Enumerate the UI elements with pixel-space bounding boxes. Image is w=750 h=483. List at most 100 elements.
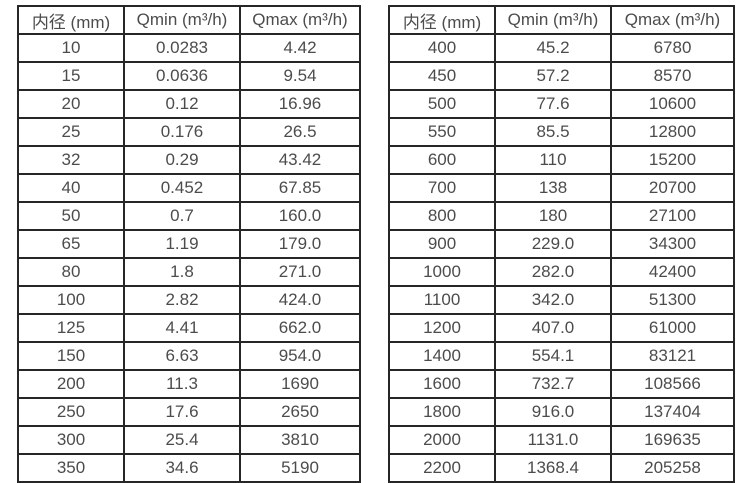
table-cell: 40: [17, 173, 125, 203]
table-cell: 732.7: [494, 369, 612, 399]
table-cell: 4.42: [239, 33, 361, 63]
table-cell: 150: [17, 341, 125, 371]
table-row: 10 0.0283 4.42: [17, 33, 361, 63]
table-cell: 662.0: [239, 313, 361, 343]
table-cell: 916.0: [494, 397, 612, 427]
header-row: 内径 (mm) Qmin (m³/h) Qmax (m³/h): [17, 5, 361, 35]
table-row: 600 110 15200: [388, 145, 735, 175]
table-cell: 0.7: [123, 201, 241, 231]
table-cell: 0.0283: [123, 33, 241, 63]
table-cell: 250: [17, 397, 125, 427]
table-cell: 27100: [610, 201, 735, 231]
table-cell: 20: [17, 89, 125, 119]
table-cell: 50: [17, 201, 125, 231]
table-row: 150 6.63 954.0: [17, 341, 361, 371]
table-cell: 11.3: [123, 369, 241, 399]
table-cell: 1400: [388, 341, 496, 371]
table-cell: 77.6: [494, 89, 612, 119]
table-cell: 205258: [610, 453, 735, 483]
table-cell: 1131.0: [494, 425, 612, 455]
table-cell: 300: [17, 425, 125, 455]
table-cell: 67.85: [239, 173, 361, 203]
table-cell: 179.0: [239, 229, 361, 259]
table-row: 200 11.3 1690: [17, 369, 361, 399]
table-cell: 0.0636: [123, 61, 241, 91]
table-cell: 10: [17, 33, 125, 63]
table-cell: 1100: [388, 285, 496, 315]
table-row: 1400 554.1 83121: [388, 341, 735, 371]
table-cell: 0.452: [123, 173, 241, 203]
table-row: 1200 407.0 61000: [388, 313, 735, 343]
table-cell: 15: [17, 61, 125, 91]
table-cell: 900: [388, 229, 496, 259]
table-cell: 407.0: [494, 313, 612, 343]
table-cell: 32: [17, 145, 125, 175]
table-cell: 138: [494, 173, 612, 203]
table-cell: 51300: [610, 285, 735, 315]
table-cell: 350: [17, 453, 125, 483]
table-cell: 17.6: [123, 397, 241, 427]
table-cell: 16.96: [239, 89, 361, 119]
table-cell: 0.29: [123, 145, 241, 175]
table-cell: 61000: [610, 313, 735, 343]
table-cell: 1000: [388, 257, 496, 287]
column-header: Qmin (m³/h): [123, 5, 241, 35]
table-cell: 65: [17, 229, 125, 259]
table-cell: 57.2: [494, 61, 612, 91]
table-cell: 9.54: [239, 61, 361, 91]
table-cell: 0.12: [123, 89, 241, 119]
table-cell: 4.41: [123, 313, 241, 343]
table-cell: 342.0: [494, 285, 612, 315]
table-cell: 110: [494, 145, 612, 175]
flow-spec-table-small-diameters: 内径 (mm) Qmin (m³/h) Qmax (m³/h) 10 0.0283 4.4…: [17, 5, 361, 483]
table-cell: 450: [388, 61, 496, 91]
table-row: 550 85.5 12800: [388, 117, 735, 147]
table-cell: 2000: [388, 425, 496, 455]
table-cell: 2650: [239, 397, 361, 427]
table-cell: 169635: [610, 425, 735, 455]
table-cell: 1.8: [123, 257, 241, 287]
table-cell: 137404: [610, 397, 735, 427]
table-cell: 600: [388, 145, 496, 175]
table-cell: 180: [494, 201, 612, 231]
table-row: 25 0.176 26.5: [17, 117, 361, 147]
table-cell: 125: [17, 313, 125, 343]
table-row: 50 0.7 160.0: [17, 201, 361, 231]
table-cell: 1200: [388, 313, 496, 343]
table-cell: 282.0: [494, 257, 612, 287]
table-cell: 160.0: [239, 201, 361, 231]
column-header: Qmax (m³/h): [239, 5, 361, 35]
table-cell: 34.6: [123, 453, 241, 483]
table-cell: 43.42: [239, 145, 361, 175]
column-header: Qmin (m³/h): [494, 5, 612, 35]
table-row: 1800 916.0 137404: [388, 397, 735, 427]
table-cell: 8570: [610, 61, 735, 91]
table-row: 2000 1131.0 169635: [388, 425, 735, 455]
table-cell: 85.5: [494, 117, 612, 147]
table-row: 1100 342.0 51300: [388, 285, 735, 315]
table-cell: 424.0: [239, 285, 361, 315]
table-cell: 550: [388, 117, 496, 147]
table-cell: 2200: [388, 453, 496, 483]
table-cell: 5190: [239, 453, 361, 483]
table-row: 700 138 20700: [388, 173, 735, 203]
table-row: 40 0.452 67.85: [17, 173, 361, 203]
table-cell: 1600: [388, 369, 496, 399]
table-row: 350 34.6 5190: [17, 453, 361, 483]
table-row: 800 180 27100: [388, 201, 735, 231]
table-cell: 2.82: [123, 285, 241, 315]
table-row: 1600 732.7 108566: [388, 369, 735, 399]
table-row: 65 1.19 179.0: [17, 229, 361, 259]
table-row: 20 0.12 16.96: [17, 89, 361, 119]
header-row: 内径 (mm) Qmin (m³/h) Qmax (m³/h): [388, 5, 735, 35]
table-row: 15 0.0636 9.54: [17, 61, 361, 91]
table-cell: 15200: [610, 145, 735, 175]
table-cell: 25.4: [123, 425, 241, 455]
table-cell: 229.0: [494, 229, 612, 259]
column-header: 内径 (mm): [17, 5, 125, 35]
table-cell: 700: [388, 173, 496, 203]
table-cell: 1690: [239, 369, 361, 399]
table-row: 450 57.2 8570: [388, 61, 735, 91]
table-cell: 45.2: [494, 33, 612, 63]
